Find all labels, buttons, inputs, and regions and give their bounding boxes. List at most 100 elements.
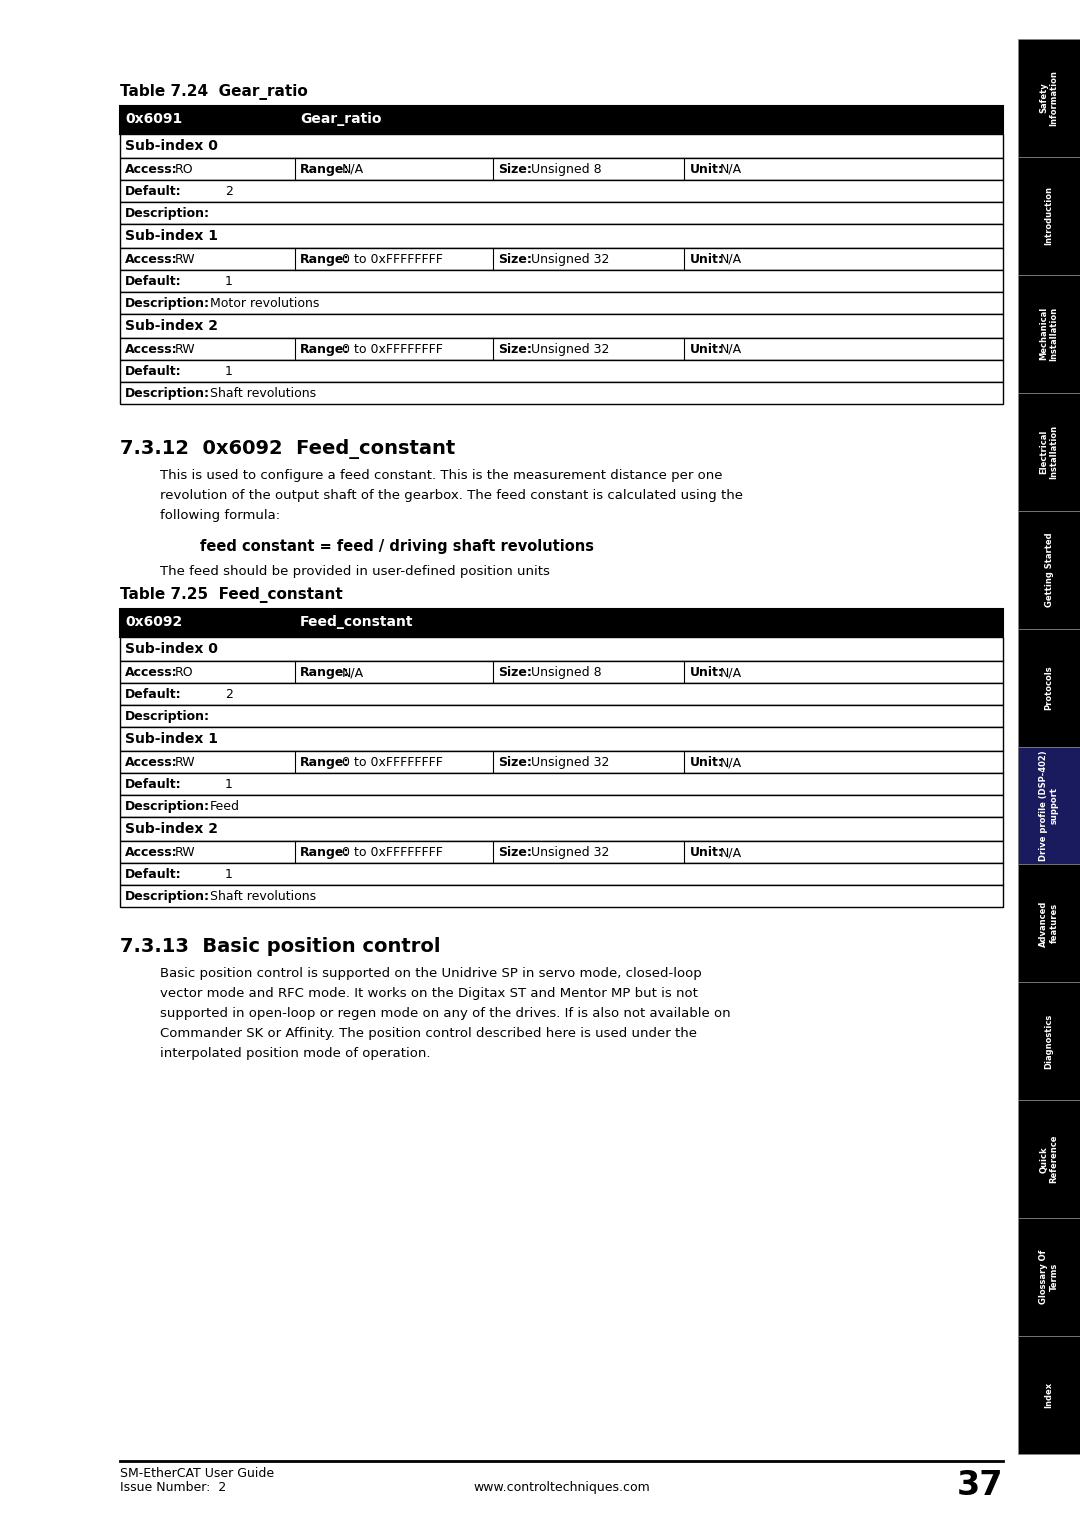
Text: 2: 2: [225, 688, 233, 700]
Text: 0x6092: 0x6092: [125, 615, 183, 628]
Text: Protocols: Protocols: [1044, 665, 1053, 709]
Bar: [1018, 0, 1080, 1529]
Text: Index: Index: [1044, 1382, 1053, 1408]
Text: 0x6091: 0x6091: [125, 112, 183, 125]
Text: Range:: Range:: [300, 342, 349, 356]
Bar: [120, 862, 1003, 885]
Text: N/A: N/A: [719, 667, 742, 679]
Text: Diagnostics: Diagnostics: [1044, 1014, 1053, 1069]
Text: Advanced
features: Advanced features: [1039, 901, 1058, 946]
Text: Unsigned 8: Unsigned 8: [531, 667, 602, 679]
Text: Feed: Feed: [210, 800, 240, 813]
Text: Quick
Reference: Quick Reference: [1039, 1135, 1058, 1183]
Text: Access:: Access:: [125, 342, 177, 356]
Text: Size:: Size:: [498, 755, 532, 769]
Bar: [120, 751, 1003, 774]
Text: Size:: Size:: [498, 342, 532, 356]
Text: N/A: N/A: [342, 164, 364, 176]
Text: N/A: N/A: [342, 667, 364, 679]
Bar: [120, 609, 1003, 638]
Text: Default:: Default:: [125, 275, 181, 287]
Text: Electrical
Installation: Electrical Installation: [1039, 425, 1058, 479]
Text: Unsigned 32: Unsigned 32: [531, 342, 609, 356]
Bar: [120, 338, 1003, 359]
Text: 0 to 0xFFFFFFFF: 0 to 0xFFFFFFFF: [342, 252, 443, 266]
Text: interpolated position mode of operation.: interpolated position mode of operation.: [160, 1047, 431, 1060]
Text: Introduction: Introduction: [1044, 187, 1053, 245]
Text: Table 7.24  Gear_ratio: Table 7.24 Gear_ratio: [120, 84, 308, 99]
Text: Description:: Description:: [125, 890, 210, 904]
Text: N/A: N/A: [719, 252, 742, 266]
Text: 37: 37: [957, 1469, 1003, 1501]
Text: Unit:: Unit:: [689, 755, 724, 769]
Text: Default:: Default:: [125, 778, 181, 790]
Bar: [120, 774, 1003, 795]
Bar: [1018, 1101, 1080, 1219]
Bar: [120, 135, 1003, 157]
Text: Unsigned 32: Unsigned 32: [531, 755, 609, 769]
Text: SM-EtherCAT User Guide: SM-EtherCAT User Guide: [120, 1466, 274, 1480]
Text: Issue Number:  2: Issue Number: 2: [120, 1482, 226, 1494]
Text: Sub-index 0: Sub-index 0: [125, 642, 218, 656]
Text: vector mode and RFC mode. It works on the Digitax ST and Mentor MP but is not: vector mode and RFC mode. It works on th…: [160, 988, 698, 1000]
Text: RO: RO: [175, 164, 193, 176]
Text: Access:: Access:: [125, 164, 177, 176]
Bar: [1018, 628, 1080, 746]
Bar: [120, 292, 1003, 313]
Text: 0 to 0xFFFFFFFF: 0 to 0xFFFFFFFF: [342, 846, 443, 859]
Text: revolution of the output shaft of the gearbox. The feed constant is calculated u: revolution of the output shaft of the ge…: [160, 489, 743, 502]
Bar: [120, 841, 1003, 862]
Text: feed constant = feed / driving shaft revolutions: feed constant = feed / driving shaft rev…: [200, 540, 594, 553]
Bar: [120, 705, 1003, 726]
Text: Size:: Size:: [498, 667, 532, 679]
Text: 2: 2: [225, 185, 233, 197]
Text: following formula:: following formula:: [160, 509, 280, 521]
Text: RW: RW: [175, 342, 195, 356]
Bar: [120, 382, 1003, 404]
Bar: [120, 271, 1003, 292]
Text: Commander SK or Affinity. The position control described here is used under the: Commander SK or Affinity. The position c…: [160, 1027, 697, 1040]
Text: 7.3.13  Basic position control: 7.3.13 Basic position control: [120, 937, 441, 956]
Text: Safety
Information: Safety Information: [1039, 70, 1058, 125]
Text: Sub-index 0: Sub-index 0: [125, 139, 218, 153]
Text: Default:: Default:: [125, 688, 181, 700]
Text: Sub-index 2: Sub-index 2: [125, 823, 218, 836]
Text: Description:: Description:: [125, 800, 210, 813]
Text: RW: RW: [175, 755, 195, 769]
Text: RO: RO: [175, 667, 193, 679]
Text: Getting Started: Getting Started: [1044, 532, 1053, 607]
Bar: [120, 726, 1003, 751]
Text: Gear_ratio: Gear_ratio: [300, 112, 381, 125]
Text: Size:: Size:: [498, 846, 532, 859]
Bar: [120, 313, 1003, 338]
Text: Glossary Of
Terms: Glossary Of Terms: [1039, 1249, 1058, 1304]
Text: Unsigned 32: Unsigned 32: [531, 252, 609, 266]
Text: 1: 1: [225, 868, 233, 881]
Text: N/A: N/A: [719, 846, 742, 859]
Bar: [1018, 511, 1080, 628]
Text: Mechanical
Installation: Mechanical Installation: [1039, 307, 1058, 361]
Text: N/A: N/A: [719, 164, 742, 176]
Text: 1: 1: [225, 365, 233, 378]
Text: Unit:: Unit:: [689, 252, 724, 266]
Text: RW: RW: [175, 252, 195, 266]
Text: Access:: Access:: [125, 667, 177, 679]
Text: Size:: Size:: [498, 252, 532, 266]
Text: Unit:: Unit:: [689, 342, 724, 356]
Text: Default:: Default:: [125, 868, 181, 881]
Text: Sub-index 2: Sub-index 2: [125, 320, 218, 333]
Text: Shaft revolutions: Shaft revolutions: [210, 890, 316, 904]
Bar: [1018, 746, 1080, 864]
Bar: [120, 202, 1003, 225]
Bar: [120, 816, 1003, 841]
Bar: [120, 795, 1003, 816]
Bar: [1018, 157, 1080, 275]
Text: Default:: Default:: [125, 365, 181, 378]
Text: The feed should be provided in user-defined position units: The feed should be provided in user-defi…: [160, 566, 550, 578]
Text: Unit:: Unit:: [689, 667, 724, 679]
Text: Size:: Size:: [498, 164, 532, 176]
Bar: [120, 885, 1003, 907]
Text: 1: 1: [225, 275, 233, 287]
Bar: [1018, 393, 1080, 511]
Text: N/A: N/A: [719, 755, 742, 769]
